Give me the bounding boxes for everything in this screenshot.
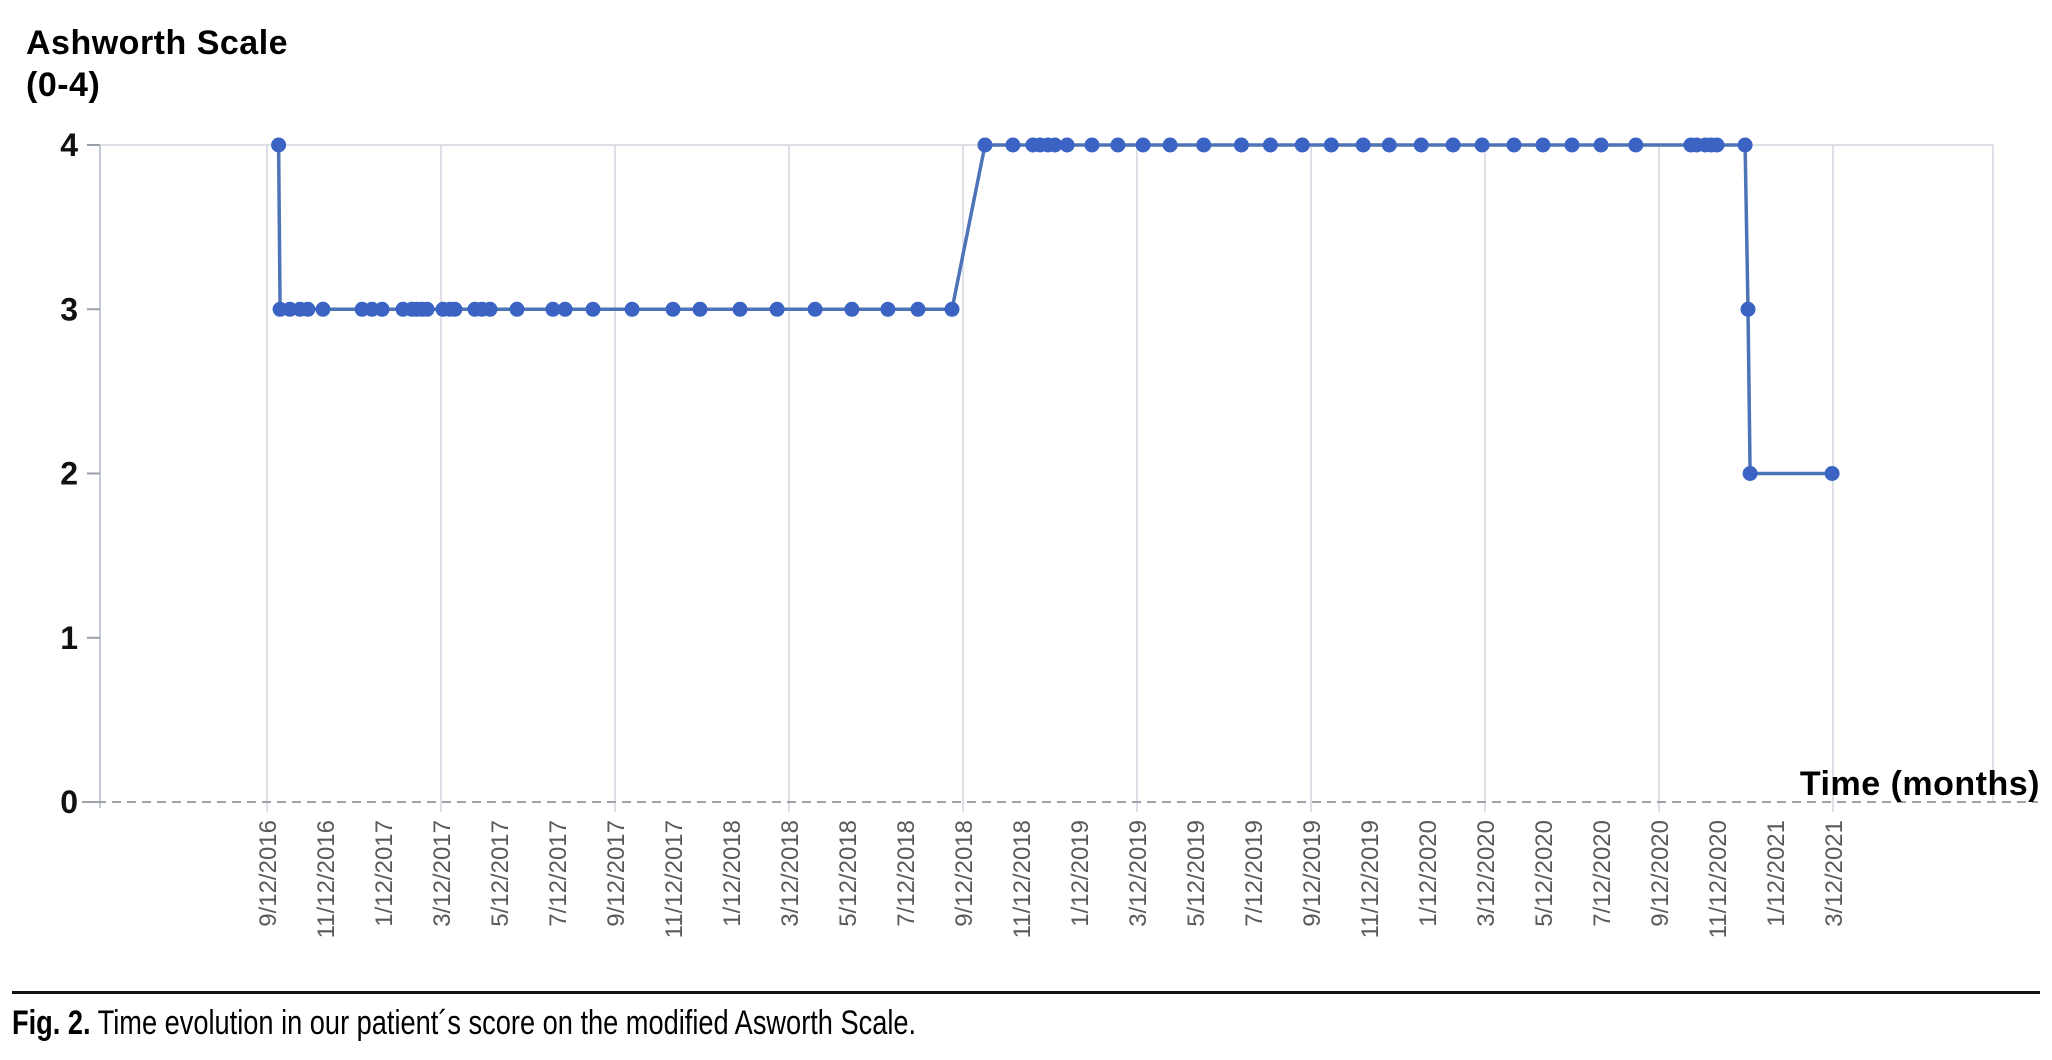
figure-caption-text: Time evolution in our patient´s score on…: [90, 1004, 917, 1042]
x-tick-label: 5/12/2020: [1531, 820, 1558, 927]
data-point: [665, 301, 681, 317]
data-point: [844, 301, 860, 317]
data-point: [1564, 137, 1580, 153]
x-tick-label: 1/12/2020: [1415, 820, 1442, 927]
y-tick-label: 2: [60, 456, 78, 492]
data-point: [419, 301, 435, 317]
x-tick-label: 1/12/2017: [371, 820, 398, 927]
data-point: [1135, 137, 1151, 153]
x-tick-label: 9/12/2018: [951, 820, 978, 927]
data-point: [1740, 301, 1756, 317]
caption-divider-rule: [12, 991, 2040, 994]
x-tick-label: 3/12/2019: [1125, 820, 1152, 927]
data-point: [769, 301, 785, 317]
data-point: [1059, 137, 1075, 153]
x-tick-label: 11/12/2016: [313, 820, 340, 938]
data-point: [315, 301, 331, 317]
x-tick-label: 9/12/2020: [1647, 820, 1674, 927]
x-tick-label: 7/12/2018: [893, 820, 920, 927]
x-axis-title: Time (months): [1800, 765, 2040, 803]
x-tick-label: 3/12/2020: [1473, 820, 1500, 927]
x-tick-label: 11/12/2019: [1357, 820, 1384, 938]
data-point: [732, 301, 748, 317]
data-point: [880, 301, 896, 317]
data-point: [509, 301, 525, 317]
ashworth-chart: 9/12/2016 11/12/2016 1/12/2017 3/12/2017 5/1…: [26, 24, 2040, 938]
x-tick-label: 1/12/2018: [719, 820, 746, 927]
data-point: [1355, 137, 1371, 153]
data-point: [1196, 137, 1212, 153]
data-point: [1162, 137, 1178, 153]
figure-caption-label: Fig. 2.: [12, 1004, 91, 1042]
data-point: [624, 301, 640, 317]
data-point: [447, 301, 463, 317]
data-point: [1506, 137, 1522, 153]
data-point: [557, 301, 573, 317]
x-tick-label: 11/12/2018: [1009, 820, 1036, 938]
x-tick-label: 11/12/2017: [661, 820, 688, 938]
x-tick-label: 7/12/2020: [1589, 820, 1616, 927]
x-tick-label: 5/12/2019: [1183, 820, 1210, 927]
data-series-layer: [271, 137, 1840, 481]
x-tick-label: 3/12/2021: [1821, 820, 1848, 927]
y-tick-label: 0: [60, 784, 78, 820]
x-tick-label: 1/12/2021: [1763, 820, 1790, 927]
y-tick-label: 4: [60, 127, 78, 163]
data-point: [1233, 137, 1249, 153]
y-tick-label: 3: [60, 291, 78, 327]
x-tick-label: 5/12/2017: [487, 820, 514, 927]
data-point: [271, 137, 287, 153]
gridlines-layer: [100, 144, 1994, 812]
data-point: [1323, 137, 1339, 153]
x-tick-label: 5/12/2018: [835, 820, 862, 927]
data-point: [1737, 137, 1753, 153]
x-tick-label: 7/12/2019: [1241, 820, 1268, 927]
y-axis-title-line2: (0-4): [26, 66, 100, 104]
data-point: [1593, 137, 1609, 153]
data-point: [374, 301, 390, 317]
data-point: [1742, 466, 1758, 481]
y-tick-labels-layer: 0 1 2 3 4: [60, 127, 78, 820]
data-point: [910, 301, 926, 317]
x-tick-label: 9/12/2016: [255, 820, 282, 927]
x-tick-label: 7/12/2017: [545, 820, 572, 927]
figure-caption: Fig. 2. Time evolution in our patient´s …: [12, 1004, 2040, 1043]
data-point: [807, 301, 823, 317]
data-point: [944, 301, 960, 317]
data-point: [692, 301, 708, 317]
data-point: [1824, 466, 1840, 481]
y-axis-title-line1: Ashworth Scale: [26, 24, 288, 62]
x-tick-label: 9/12/2019: [1299, 820, 1326, 927]
x-tick-label: 1/12/2019: [1067, 820, 1094, 927]
data-point: [1535, 137, 1551, 153]
data-point: [1413, 137, 1429, 153]
data-point: [300, 301, 316, 317]
x-tick-label: 9/12/2017: [603, 820, 630, 927]
data-point: [1110, 137, 1126, 153]
x-tick-label: 3/12/2018: [777, 820, 804, 927]
data-point: [1474, 137, 1490, 153]
x-tick-label: 3/12/2017: [429, 820, 456, 927]
data-point: [1005, 137, 1021, 153]
data-point: [1262, 137, 1278, 153]
x-tick-label: 11/12/2020: [1705, 820, 1732, 938]
x-tick-labels-layer: 9/12/2016 11/12/2016 1/12/2017 3/12/2017 5/1…: [255, 820, 1848, 938]
data-point: [1381, 137, 1397, 153]
data-point: [482, 301, 498, 317]
data-point: [1445, 137, 1461, 153]
figure-caption-inner: Fig. 2. Time evolution in our patient´s …: [12, 1004, 916, 1043]
data-point: [1047, 137, 1063, 153]
data-point: [585, 301, 601, 317]
data-point: [1084, 137, 1100, 153]
data-point: [545, 301, 561, 317]
data-point: [1294, 137, 1310, 153]
data-point: [1628, 137, 1644, 153]
data-point: [977, 137, 993, 153]
axes-layer: [82, 144, 2038, 808]
y-tick-label: 1: [60, 620, 78, 656]
data-point: [1709, 137, 1725, 153]
